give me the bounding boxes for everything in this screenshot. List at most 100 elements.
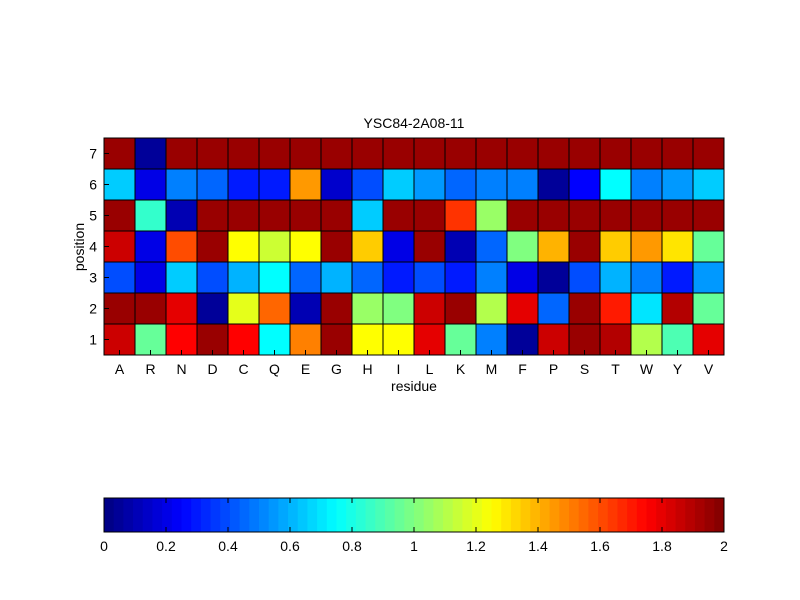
x-tick-label: G bbox=[331, 361, 342, 377]
x-tick-label: H bbox=[362, 361, 372, 377]
heatmap-cell bbox=[382, 230, 415, 263]
heatmap-cell bbox=[258, 137, 291, 170]
heatmap-cell bbox=[289, 168, 322, 201]
heatmap-cell bbox=[320, 230, 353, 263]
x-tick-label: M bbox=[486, 361, 498, 377]
colorbar-swatch bbox=[452, 498, 463, 532]
heatmap-cell bbox=[506, 137, 539, 170]
heatmap-cell bbox=[413, 199, 446, 232]
heatmap-cell bbox=[444, 168, 477, 201]
heatmap-cell bbox=[444, 137, 477, 170]
heatmap-cell bbox=[413, 168, 446, 201]
heatmap-cell bbox=[568, 199, 601, 232]
colorbar-swatch bbox=[191, 498, 202, 532]
x-tick-label: Q bbox=[269, 361, 280, 377]
colorbar-swatch bbox=[472, 498, 483, 532]
colorbar-swatch bbox=[685, 498, 696, 532]
heatmap-cell bbox=[599, 230, 632, 263]
heatmap-cell bbox=[227, 261, 260, 294]
heatmap-cell bbox=[692, 323, 725, 356]
colorbar-swatch bbox=[510, 498, 522, 532]
colorbar-swatch bbox=[220, 498, 231, 532]
heatmap-cell bbox=[134, 292, 167, 325]
heatmap-cell bbox=[258, 168, 291, 201]
heatmap-cell bbox=[134, 230, 167, 263]
heatmap-cell bbox=[351, 292, 384, 325]
heatmap-cell bbox=[692, 292, 725, 325]
heatmap-cell bbox=[444, 323, 477, 356]
colorbar-swatch bbox=[104, 498, 115, 532]
heatmap-cell bbox=[692, 230, 725, 263]
heatmap-cell bbox=[599, 199, 632, 232]
colorbar-swatch bbox=[384, 498, 396, 532]
heatmap-cell bbox=[475, 137, 508, 170]
colorbar-tick-label: 0.6 bbox=[280, 538, 300, 554]
colorbar-swatch bbox=[549, 498, 560, 532]
heatmap-cell bbox=[537, 199, 570, 232]
heatmap-cell bbox=[630, 168, 663, 201]
x-tick-label: S bbox=[580, 361, 589, 377]
y-tick-label: 6 bbox=[89, 177, 97, 193]
colorbar-swatch bbox=[675, 498, 686, 532]
colorbar-swatch bbox=[704, 498, 715, 532]
heatmap-cell bbox=[196, 168, 229, 201]
colorbar-swatch bbox=[171, 498, 182, 532]
heatmap-cell bbox=[692, 137, 725, 170]
colorbar-swatch bbox=[501, 498, 512, 532]
colorbar-swatch bbox=[113, 498, 124, 532]
x-tick-label: C bbox=[238, 361, 248, 377]
heatmap-cell bbox=[320, 137, 353, 170]
heatmap-cell bbox=[630, 137, 663, 170]
y-tick-label: 4 bbox=[89, 239, 97, 255]
heatmap-cell bbox=[661, 230, 694, 263]
heatmap-cell bbox=[165, 292, 198, 325]
heatmap-cell bbox=[382, 168, 415, 201]
colorbar-tick-label: 1 bbox=[410, 538, 418, 554]
heatmap-cell bbox=[444, 261, 477, 294]
heatmap-cell bbox=[103, 168, 136, 201]
y-tick-label: 3 bbox=[89, 270, 97, 286]
heatmap-cell bbox=[320, 292, 353, 325]
heatmap-cell bbox=[196, 292, 229, 325]
colorbar-swatch bbox=[268, 498, 279, 532]
colorbar-swatch bbox=[297, 498, 308, 532]
heatmap-cell bbox=[537, 230, 570, 263]
colorbar-tick-label: 1.2 bbox=[466, 538, 486, 554]
x-tick-label: N bbox=[176, 361, 186, 377]
heatmap-cell bbox=[196, 261, 229, 294]
heatmap-cell bbox=[165, 230, 198, 263]
heatmap-cell bbox=[165, 168, 198, 201]
colorbar-swatch bbox=[375, 498, 386, 532]
heatmap-cell bbox=[320, 323, 353, 356]
colorbar-swatch bbox=[481, 498, 492, 532]
colorbar bbox=[103, 497, 725, 533]
heatmap-cell bbox=[289, 230, 322, 263]
y-tick-labels: 1 2 3 4 5 6 7 bbox=[89, 146, 109, 348]
colorbar-swatch bbox=[326, 498, 337, 532]
heatmap-cell bbox=[475, 261, 508, 294]
heatmap-cell bbox=[661, 168, 694, 201]
heatmap-cell bbox=[413, 137, 446, 170]
heatmap-cell bbox=[661, 199, 694, 232]
heatmap-cell bbox=[227, 137, 260, 170]
heatmap-cell bbox=[661, 323, 694, 356]
x-tick-label: E bbox=[301, 361, 310, 377]
heatmap-cell bbox=[692, 261, 725, 294]
heatmap-cell bbox=[196, 137, 229, 170]
heatmap-cell bbox=[568, 168, 601, 201]
heatmap-cell bbox=[413, 230, 446, 263]
x-axis-label: residue bbox=[391, 378, 437, 394]
y-tick-label: 1 bbox=[89, 332, 97, 348]
heatmap-cell bbox=[506, 261, 539, 294]
x-tick-label: W bbox=[640, 361, 654, 377]
colorbar-swatch bbox=[443, 498, 454, 532]
heatmap-cell bbox=[227, 168, 260, 201]
y-tick-label: 5 bbox=[89, 208, 97, 224]
heatmap-cell bbox=[351, 137, 384, 170]
colorbar-swatch bbox=[200, 498, 212, 532]
heatmap-cell bbox=[661, 261, 694, 294]
colorbar-swatch bbox=[559, 498, 570, 532]
colorbar-swatch bbox=[520, 498, 531, 532]
colorbar-swatch bbox=[249, 498, 260, 532]
